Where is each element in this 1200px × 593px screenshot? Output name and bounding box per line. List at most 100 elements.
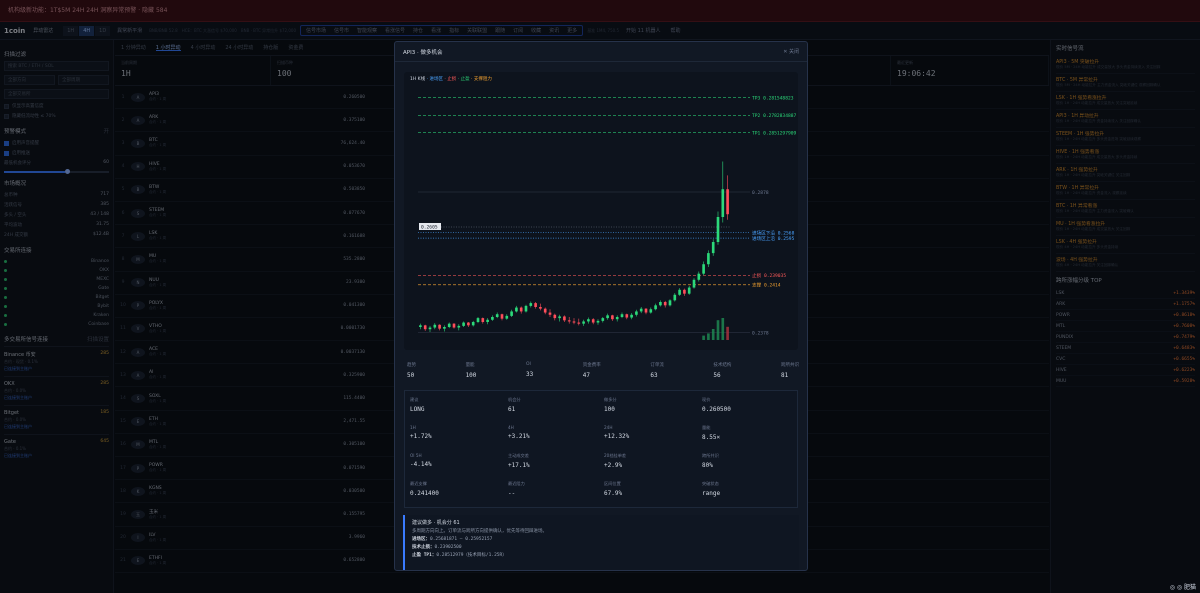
alert-banner[interactable]: 机构级新功能：1T$5M 24H 24H 洞察异常预警 · 隐藏 584 (0, 0, 1200, 22)
nav-item[interactable]: 信号市 (334, 28, 350, 34)
card-link[interactable]: 已连接到主账户 (4, 395, 32, 400)
slider-handle[interactable] (64, 169, 70, 174)
signal-item[interactable]: BTC · 5M 异常拉升 现价 5M · 24H 动能拉升 主力资金流入 突破关… (1056, 74, 1195, 92)
top-gainer-row[interactable]: POWR +0.8618% (1056, 310, 1195, 321)
exchange-card[interactable]: 185 Bitget 合约 · 0.0% 已连接到主账户 (4, 405, 109, 434)
exchange-row[interactable]: Binance (4, 257, 109, 266)
nav-item[interactable]: 更多 (567, 28, 578, 34)
coin-name: BTW 合约 · 1 周 (149, 185, 309, 195)
stat-updated: 最近更新 19:06:42 (891, 56, 1049, 85)
coin-subtitle: 合约 · 1 周 (149, 189, 167, 194)
coin-symbol: POLYX (149, 300, 163, 306)
nav-item[interactable]: 智能观察 (357, 28, 378, 34)
mode-1d-button[interactable]: 1D (95, 25, 111, 36)
nav-item[interactable]: 指标 (449, 28, 460, 34)
tab-item[interactable]: 资金费 (288, 45, 304, 51)
table-row[interactable]: 21 E ETHFI 合约 · 1 周 0.652800 (115, 550, 1049, 573)
nav-item[interactable]: 订阅 (513, 28, 524, 34)
card-link[interactable]: 已连接到主账户 (4, 366, 32, 371)
tab-item[interactable]: 4 小时异动 (190, 45, 216, 51)
cards-flag[interactable]: 扫描设置 (86, 337, 109, 343)
signal-item[interactable]: BTC · 1H 异常看涨 现价 1H · 24H 动能拉升 主力资金流入 突破确… (1056, 200, 1195, 218)
close-button[interactable]: ✕ 关闭 (783, 48, 799, 55)
signal-item[interactable]: STEEM · 1H 强势拉升 现价 1H · 24H 动能拉升 多头资金进场 突… (1056, 128, 1195, 146)
market-value: 717 (100, 192, 109, 197)
coin-icon: A (131, 92, 145, 102)
top-gainer-row[interactable]: HIVE +0.6223% (1056, 365, 1195, 376)
exchange-row[interactable]: Gate (4, 284, 109, 293)
signal-item[interactable]: LSK · 1H 强势看涨拉升 现价 1H · 24H 动能拉升 成交量放大 关注… (1056, 92, 1195, 110)
signal-item[interactable]: HIVE · 1H 强势看涨 现价 1H · 24H 动能拉升 成交量放大 多头资… (1056, 146, 1195, 164)
exchange-row[interactable]: Kraken (4, 311, 109, 320)
nav-item[interactable]: 关联联盟 (467, 28, 488, 34)
top-gainer-row[interactable]: STEEM +0.6483% (1056, 343, 1195, 354)
candlestick-chart[interactable]: 1H K线 · 进场区 · 止损 · 止盈 · 支撑阻力 TP3 0.28154… (404, 72, 798, 350)
exchange-card[interactable]: 285 Binance 币安 合约 · 现货 · 0.1% 已连接到主账户 (4, 346, 109, 376)
signal-item[interactable]: 波场 · 4H 强势拉升 现价 4H · 24H 动能拉升 关注回踩确认 (1056, 254, 1195, 272)
coin-icon: N (131, 278, 145, 288)
signal-item[interactable]: API3 · 1H 异动拉升 现价 1H · 24H 动能拉升 资金持续流入 关注… (1056, 110, 1195, 128)
top-gainer-row[interactable]: LSK +1.3439% (1056, 288, 1195, 299)
card-link[interactable]: 已连接到主账户 (4, 453, 32, 458)
coin-subtitle: 合约 · 1 周 (149, 560, 167, 565)
candle-body (659, 302, 662, 306)
search-input[interactable]: 搜索 BTC / ETH / SOL (4, 61, 109, 71)
score-metrics: 趋势 50 量能 100 OI 33 资金费率 47 订单流 63 技术结构 56 跨所共识 81 (407, 362, 799, 379)
help-button[interactable]: 帮助 (670, 28, 681, 34)
coin-icon: A (131, 115, 145, 125)
checkbox-sound[interactable]: 启用声音提醒 (4, 138, 109, 148)
mode-1h-button[interactable]: 1H (63, 25, 79, 36)
signal-item[interactable]: ARK · 1H 强势拉升 现价 1H · 24H 动能拉升 突破关键位 关注回踩 (1056, 164, 1195, 182)
exchange-row[interactable]: Coinbase (4, 320, 109, 329)
exchange-row[interactable]: Bitget (4, 293, 109, 302)
coin-icon: H (131, 162, 145, 172)
signal-item[interactable]: BTW · 1H 异常拉升 现价 1H · 24H 动能拉升 资金流入 观察延续 (1056, 182, 1195, 200)
score-slider[interactable] (4, 169, 109, 174)
checkbox-high-confidence[interactable]: 仅显示高置信度 (4, 101, 109, 111)
candle-body (654, 305, 657, 310)
exchange-row[interactable]: MEXC (4, 275, 109, 284)
mode-4h-button[interactable]: 4H (79, 25, 95, 36)
tab-item[interactable]: 1 分钟异动 (121, 45, 146, 51)
coin-symbol: AI (149, 370, 154, 376)
exchange-select[interactable]: 全部交易所 (4, 89, 109, 99)
tab-item[interactable]: 1 小时异动 (155, 45, 181, 51)
nav-item[interactable]: 持仓 (413, 28, 424, 34)
nav-item[interactable]: 跟随 (495, 28, 506, 34)
signal-item[interactable]: API3 · 5M 突破拉升 现价 5M · 24H 动能拉升 成交量放大 多头资… (1056, 56, 1195, 74)
tab-item[interactable]: 24 小时异动 (225, 45, 254, 51)
coin-symbol: SOXL (149, 393, 161, 399)
direction-select[interactable]: 全部方向 (4, 75, 55, 85)
top-gainer-row[interactable]: MTL +0.7608% (1056, 321, 1195, 332)
top-gainer-row[interactable]: MUU +0.5928% (1056, 376, 1195, 387)
exchange-card[interactable]: 645 Gate 合约 · 0.1% 已连接到主账户 (4, 434, 109, 463)
exchange-row[interactable]: Bybit (4, 302, 109, 311)
exchange-card[interactable]: 285 OKX 合约 · 0.0% 已连接到主账户 (4, 376, 109, 405)
candle-body (625, 314, 629, 318)
nav-item[interactable]: 看涨信号 (385, 28, 406, 34)
nav-item[interactable]: 看涨 (431, 28, 442, 34)
signal-item[interactable]: MU · 1H 强势看涨拉升 现价 1H · 24H 动能拉升 成交量放大 关注回… (1056, 218, 1195, 236)
coin-symbol: BTW (149, 184, 160, 190)
detail-key: 区间位置 (604, 481, 621, 486)
market-row: 总币种 717 (4, 190, 109, 200)
alert-flag[interactable]: 开 (103, 129, 109, 135)
card-link[interactable]: 已连接到主账户 (4, 424, 32, 429)
level-label: 进场区上沿 0.2595 (752, 235, 795, 242)
tab-item[interactable]: 持仓版 (263, 45, 279, 51)
checkbox-hide-illiquid[interactable]: 隐藏低流动性 ≤ 70% (4, 111, 109, 121)
nav-item[interactable]: 收藏 (531, 28, 542, 34)
top-gainer-row[interactable]: ARK +1.1757% (1056, 299, 1195, 310)
nav-item[interactable]: 资讯 (549, 28, 560, 34)
start-bot-button[interactable]: 开始 11 机器人 (626, 28, 661, 34)
checkbox-push[interactable]: 启用推送 (4, 148, 109, 158)
top-gainer-row[interactable]: PUNDIX +0.7479% (1056, 332, 1195, 343)
exchange-row[interactable]: OKX (4, 266, 109, 275)
coin-icon: M (131, 440, 145, 450)
top-gainer-row[interactable]: CVC +0.6655% (1056, 354, 1195, 365)
app-logo[interactable]: 1coin (4, 26, 26, 35)
nav-item[interactable]: 信号市场 (305, 28, 326, 34)
exchange-name: OKX (99, 268, 109, 273)
period-select[interactable]: 全部周期 (58, 75, 109, 85)
signal-item[interactable]: LSK · 4H 强势拉升 现价 4H · 24H 动能拉升 多头资金持续 (1056, 236, 1195, 254)
